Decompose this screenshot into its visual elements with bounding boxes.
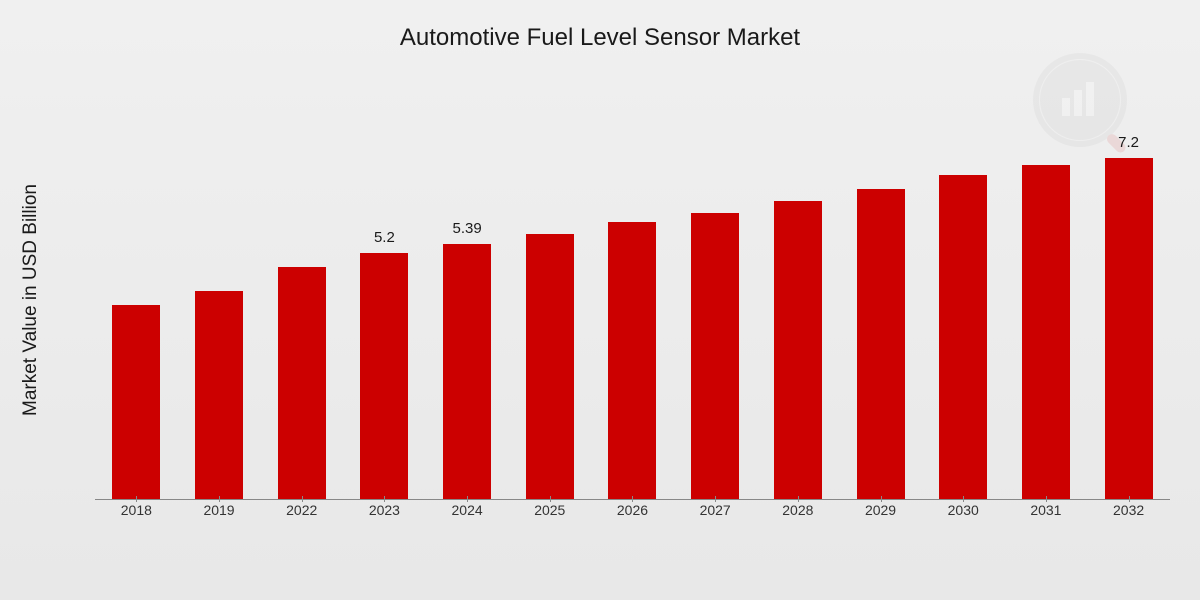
x-tick-label: 2031 — [1005, 502, 1088, 530]
x-tick — [963, 496, 964, 502]
bars-container: 5.2 5.39 7.2 — [95, 120, 1170, 500]
chart-title: Automotive Fuel Level Sensor Market — [0, 0, 1200, 52]
bar-slot: 5.2 — [343, 120, 426, 500]
bar-slot — [922, 120, 1005, 500]
x-tick-label: 2029 — [839, 502, 922, 530]
chart-plot-area: 5.25.397.2 20182019202220232024202520262… — [95, 120, 1170, 530]
x-tick-label: 2024 — [426, 502, 509, 530]
bar — [774, 201, 822, 500]
bar — [691, 213, 739, 500]
x-tick-label: 2028 — [757, 502, 840, 530]
bar-slot — [674, 120, 757, 500]
x-tick-label: 2032 — [1087, 502, 1170, 530]
x-tick — [219, 496, 220, 502]
bar — [443, 244, 491, 500]
bar-slot — [260, 120, 343, 500]
bar — [112, 305, 160, 500]
bar — [857, 189, 905, 500]
x-tick — [715, 496, 716, 502]
x-tick — [136, 496, 137, 502]
bar-slot — [839, 120, 922, 500]
bar-slot — [1005, 120, 1088, 500]
x-tick — [467, 496, 468, 502]
x-tick — [798, 496, 799, 502]
bar-slot: 5.39 — [426, 120, 509, 500]
x-tick-label: 2018 — [95, 502, 178, 530]
bar — [1022, 165, 1070, 500]
x-tick-label: 2026 — [591, 502, 674, 530]
bar — [1105, 158, 1153, 500]
x-tick — [881, 496, 882, 502]
bar-value-label: 5.2 — [374, 229, 395, 247]
x-tick — [302, 496, 303, 502]
bar-value-label: 5.39 — [452, 220, 481, 238]
bar — [360, 253, 408, 500]
bar-slot — [95, 120, 178, 500]
x-tick-label: 2027 — [674, 502, 757, 530]
x-axis-labels: 2018201920222023202420252026202720282029… — [95, 502, 1170, 530]
bar-value-label: 7.2 — [1118, 134, 1139, 152]
x-tick-label: 2025 — [508, 502, 591, 530]
bar-slot — [178, 120, 261, 500]
bar-slot — [508, 120, 591, 500]
x-tick — [632, 496, 633, 502]
x-tick-label: 2030 — [922, 502, 1005, 530]
x-tick — [384, 496, 385, 502]
bar-slot — [591, 120, 674, 500]
bar — [939, 175, 987, 500]
x-tick — [1129, 496, 1130, 502]
bar — [278, 267, 326, 500]
bar — [608, 222, 656, 500]
x-tick-label: 2023 — [343, 502, 426, 530]
y-axis-label: Market Value in USD Billion — [20, 184, 42, 416]
x-tick-label: 2019 — [178, 502, 261, 530]
bar-slot: 7.2 — [1087, 120, 1170, 500]
bar — [526, 234, 574, 500]
bar — [195, 291, 243, 500]
bar-slot — [757, 120, 840, 500]
x-tick — [550, 496, 551, 502]
x-tick-label: 2022 — [260, 502, 343, 530]
x-tick — [1046, 496, 1047, 502]
